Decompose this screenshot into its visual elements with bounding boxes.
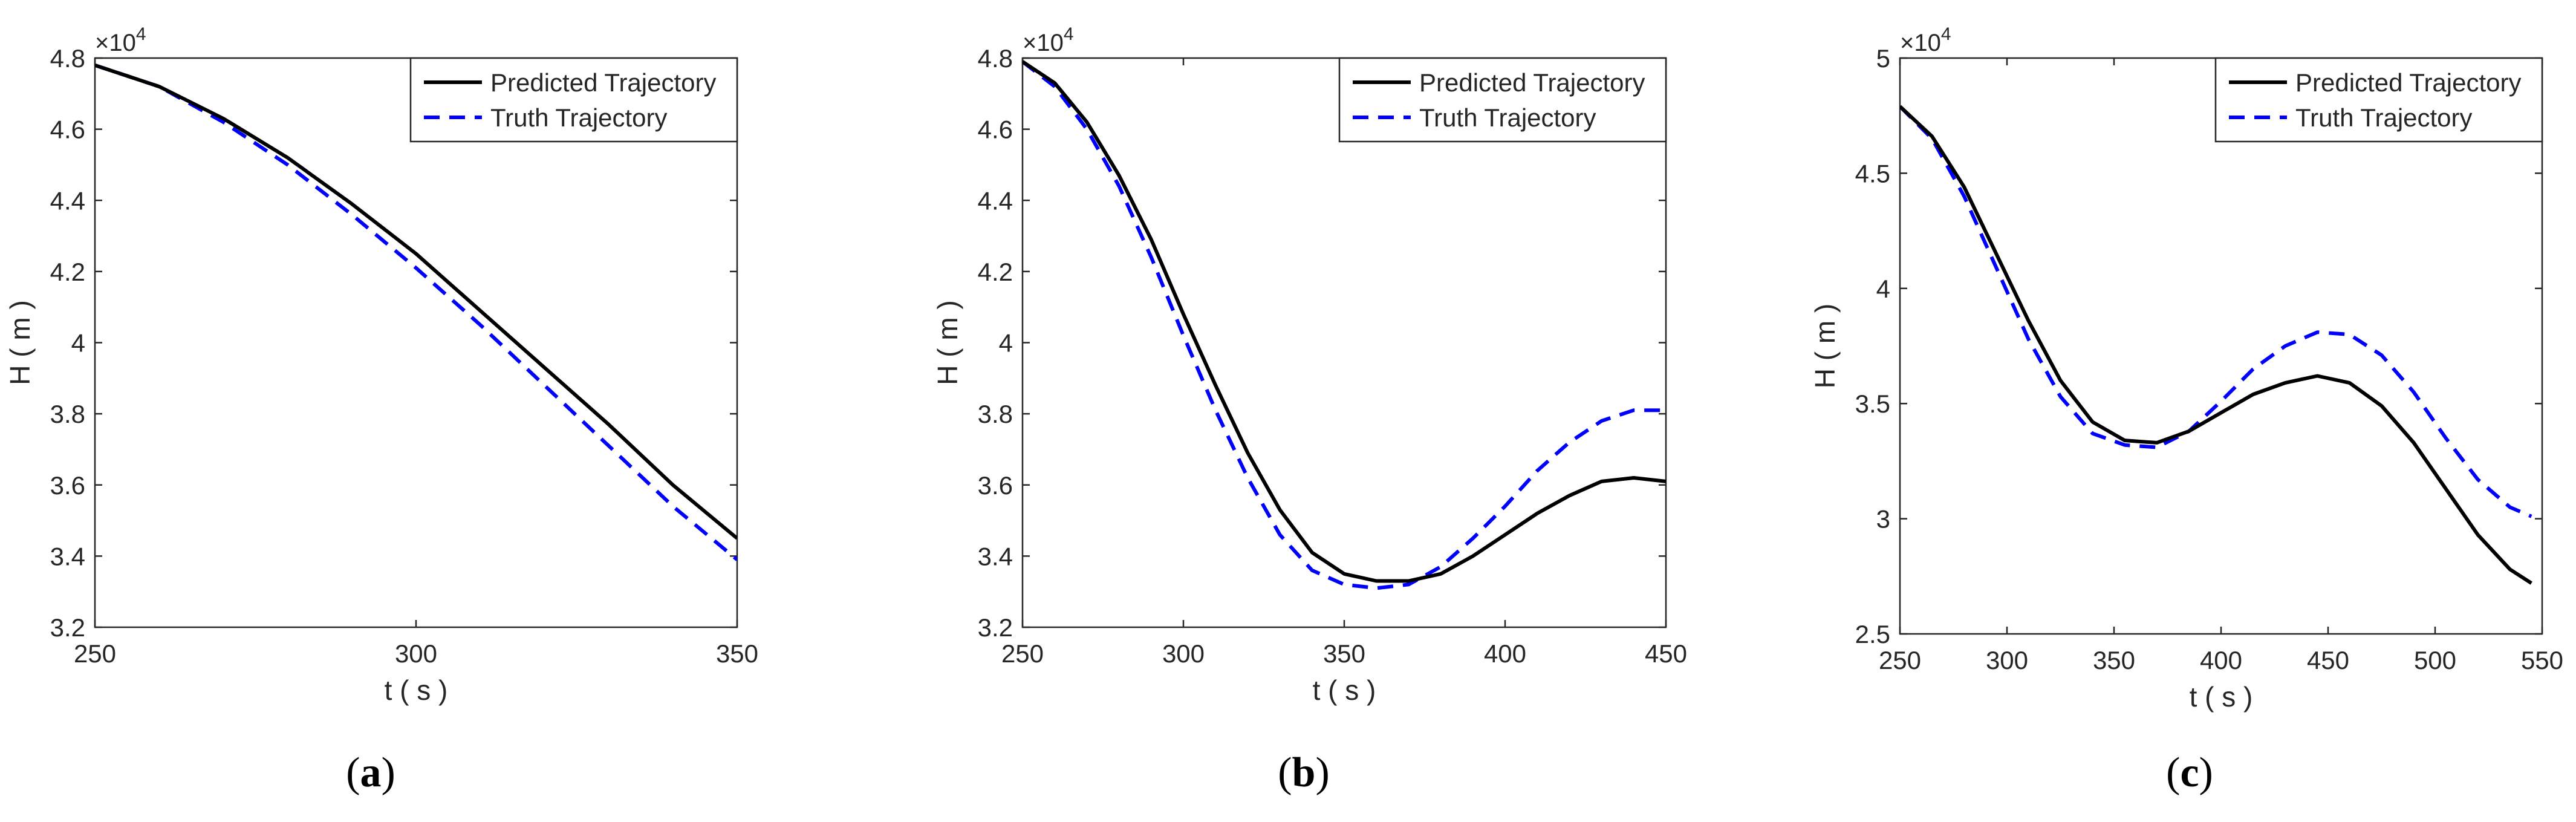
x-tick-label: 250 bbox=[1879, 646, 1921, 674]
chart-panel-c: 250 300 350 400 450 500 550 2.5 3 3.5 4 4.5 5 ×104 t (… bbox=[1809, 24, 2563, 796]
x-tick-label: 250 bbox=[74, 639, 116, 668]
x-tick-label: 450 bbox=[2307, 646, 2349, 674]
x-tick-label: 400 bbox=[1484, 639, 1526, 668]
truth-trajectory-line bbox=[1900, 105, 2532, 518]
y-tick-label: 3.2 bbox=[978, 613, 1013, 642]
y-tick-label: 4 bbox=[999, 329, 1013, 357]
y-tick-label: 3.2 bbox=[50, 613, 85, 642]
x-tick-label: 250 bbox=[1001, 639, 1044, 668]
legend: Predicted Trajectory Truth Trajectory bbox=[2214, 57, 2543, 143]
x-tick-label: 350 bbox=[2093, 646, 2135, 674]
legend-label: Truth Trajectory bbox=[2295, 103, 2473, 132]
y-tick-label: 3.8 bbox=[50, 400, 85, 428]
y-tick-label: 4.6 bbox=[978, 116, 1013, 144]
y-tick-label: 4.8 bbox=[50, 44, 85, 73]
y-axis-label: H ( m ) bbox=[932, 300, 963, 385]
x-axis-label: t ( s ) bbox=[1313, 674, 1376, 706]
y-exponent-label: ×104 bbox=[1900, 24, 1951, 56]
y-tick-label: 4.4 bbox=[978, 186, 1013, 215]
predicted-trajectory-line bbox=[1023, 60, 1666, 583]
x-axis-label: t ( s ) bbox=[2190, 681, 2253, 713]
truth-trajectory-line bbox=[95, 63, 737, 561]
x-tick-label: 300 bbox=[395, 639, 437, 668]
legend: Predicted Trajectory Truth Trajectory bbox=[409, 57, 738, 143]
y-tick-label: 4.5 bbox=[1855, 159, 1890, 188]
panel-caption: (b) bbox=[1278, 749, 1330, 796]
y-tick-label: 4 bbox=[71, 329, 85, 357]
y-tick-label: 2.5 bbox=[1855, 620, 1890, 648]
panel-caption: (a) bbox=[346, 749, 395, 796]
chart-panel-b: 250 300 350 400 450 3.2 3.4 3.6 3.8 4 4.2 4.4 4.6 4.8… bbox=[932, 24, 1687, 796]
y-tick-label: 3.4 bbox=[978, 542, 1013, 570]
y-tick-label: 4.6 bbox=[50, 116, 85, 144]
y-tick-label: 3.6 bbox=[978, 471, 1013, 500]
truth-trajectory-line bbox=[1023, 60, 1666, 590]
x-tick-label: 500 bbox=[2414, 646, 2456, 674]
legend-box bbox=[2214, 57, 2543, 143]
y-tick-label: 3.6 bbox=[50, 471, 85, 500]
x-tick-label: 550 bbox=[2521, 646, 2563, 674]
legend-label: Predicted Trajectory bbox=[490, 68, 717, 97]
legend-box bbox=[409, 57, 738, 143]
x-tick-label: 400 bbox=[2200, 646, 2242, 674]
x-tick-label: 350 bbox=[1323, 639, 1365, 668]
chart-panel-a: 250 300 350 3.2 3.4 3.6 3.8 4 4.2 4.4 4.6 4.8 ×104 t … bbox=[4, 24, 758, 796]
x-tick-label: 300 bbox=[1162, 639, 1205, 668]
predicted-trajectory-line bbox=[1900, 105, 2532, 585]
x-axis-label: t ( s ) bbox=[385, 674, 448, 706]
legend-box bbox=[1338, 57, 1667, 143]
y-exponent-label: ×104 bbox=[1023, 24, 1074, 56]
y-tick-label: 4.2 bbox=[50, 258, 85, 286]
y-tick-label: 4.4 bbox=[50, 186, 85, 215]
legend-label: Predicted Trajectory bbox=[2295, 68, 2522, 97]
y-exponent-label: ×104 bbox=[95, 24, 146, 56]
x-tick-label: 450 bbox=[1645, 639, 1687, 668]
y-tick-label: 3.5 bbox=[1855, 390, 1890, 418]
x-tick-label: 350 bbox=[716, 639, 758, 668]
panel-caption: (c) bbox=[2166, 749, 2213, 796]
predicted-trajectory-line bbox=[95, 63, 737, 540]
x-tick-label: 300 bbox=[1986, 646, 2028, 674]
y-axis-label: H ( m ) bbox=[4, 300, 36, 385]
y-tick-label: 3 bbox=[1876, 505, 1890, 533]
plot-frame bbox=[1899, 57, 2543, 635]
y-tick-label: 4.2 bbox=[978, 258, 1013, 286]
y-tick-label: 5 bbox=[1876, 44, 1890, 73]
plot-frame bbox=[94, 57, 738, 628]
y-tick-label: 3.4 bbox=[50, 542, 85, 570]
legend-label: Truth Trajectory bbox=[490, 103, 668, 132]
y-tick-label: 4.8 bbox=[978, 44, 1013, 73]
legend-label: Predicted Trajectory bbox=[1419, 68, 1645, 97]
legend: Predicted Trajectory Truth Trajectory bbox=[1338, 57, 1667, 143]
plot-frame bbox=[1021, 57, 1667, 628]
legend-label: Truth Trajectory bbox=[1419, 103, 1596, 132]
y-tick-label: 4 bbox=[1876, 275, 1890, 303]
y-tick-label: 3.8 bbox=[978, 400, 1013, 428]
y-axis-label: H ( m ) bbox=[1809, 304, 1841, 389]
